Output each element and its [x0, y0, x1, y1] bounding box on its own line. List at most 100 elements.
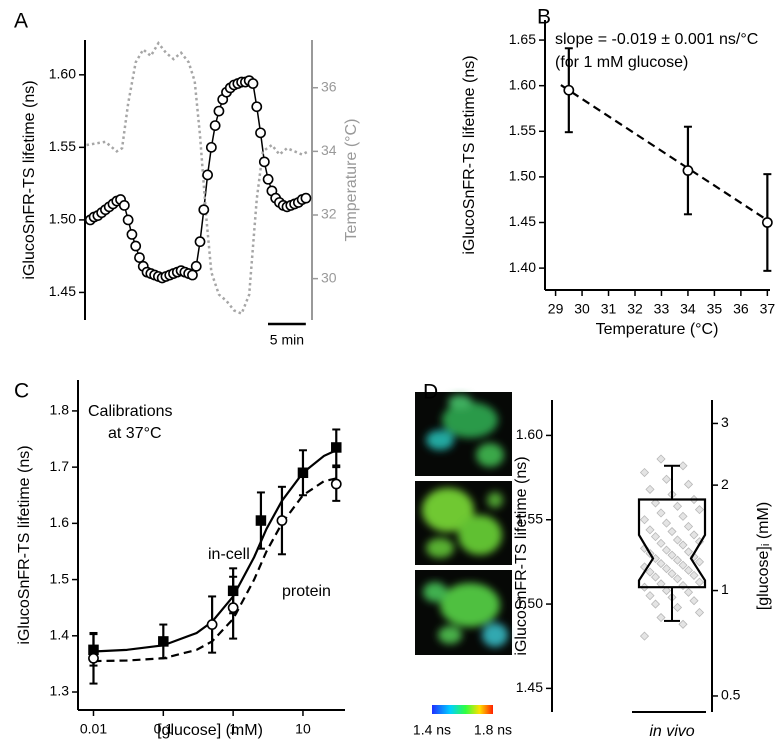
data-point: [678, 540, 688, 550]
x-tick-label: 29: [548, 301, 564, 317]
annotation: slope = -0.019 ± 0.001 ns/°C: [555, 31, 758, 48]
data-point: [689, 570, 699, 580]
data-point: [683, 521, 694, 532]
marker: [118, 199, 130, 211]
data-point: [645, 484, 655, 494]
y-tick-label: 1.65: [509, 31, 536, 47]
data-point: [694, 607, 705, 618]
y-tick-label: 1.60: [509, 76, 536, 92]
fit-line: [560, 84, 771, 223]
y2-tick-label: 2: [721, 476, 729, 492]
y-tick-label: 1.50: [49, 211, 76, 227]
data-point: [656, 612, 666, 623]
panel-label: C: [14, 380, 29, 403]
fit-line: [93, 477, 337, 663]
y-axis-label: iGlucoSnFR-TS lifetime (ns): [21, 80, 38, 279]
marker: [255, 515, 267, 526]
y-tick-label: 1.60: [49, 66, 76, 82]
x-tick-label: 34: [680, 301, 696, 317]
marker: [122, 214, 134, 226]
x-tick-label: 10: [295, 721, 311, 737]
data-point: [661, 564, 672, 574]
x-axis-label: Temperature (°C): [596, 321, 719, 338]
data-point: [661, 586, 672, 596]
y2-tick-label: 0.5: [721, 687, 741, 703]
marker: [88, 652, 99, 664]
y-tick-label: 1.8: [50, 402, 70, 418]
data-point: [661, 518, 672, 528]
y2-axis-label: Temperature (°C): [343, 119, 360, 242]
marker: [761, 217, 773, 228]
data-point: [656, 538, 666, 548]
data-point: [683, 587, 694, 597]
marker: [330, 478, 342, 490]
data-point: [656, 454, 666, 464]
series-line: [89, 79, 307, 279]
data-point: [650, 532, 661, 542]
data-point: [645, 591, 655, 601]
data-point: [694, 577, 705, 587]
data-point: [678, 619, 688, 629]
data-point: [694, 557, 705, 567]
x-tick-label: 32: [627, 301, 643, 317]
marker: [206, 619, 218, 630]
annotation: in-cell: [208, 546, 250, 563]
marker: [682, 165, 694, 176]
y2-tick-label: 34: [321, 142, 337, 158]
data-point: [678, 560, 688, 570]
colorbar: [432, 705, 493, 714]
marker: [300, 192, 312, 204]
annotation: (for 1 mM glucose): [555, 54, 688, 71]
micrographs: [415, 392, 512, 655]
y-axis-label: iGlucoSnFR-TS lifetime (ns): [461, 55, 478, 254]
x-tick-label: 31: [601, 301, 617, 317]
panel-label: D: [423, 381, 438, 404]
data-point: [667, 569, 677, 579]
cells: [422, 488, 503, 558]
annotation: Calibrations: [88, 403, 172, 420]
data-point: [689, 530, 699, 540]
marker: [276, 515, 288, 526]
marker: [187, 269, 198, 281]
y2-tick-label: 30: [321, 269, 337, 285]
y2-axis-label: [glucose]ᵢ (mM): [755, 502, 772, 610]
data-point: [650, 498, 661, 508]
marker: [227, 602, 239, 614]
cells: [423, 582, 508, 647]
panel-label: A: [14, 10, 28, 33]
x-tick-label: 0.1: [154, 721, 174, 737]
y-tick-label: 1.50: [509, 168, 536, 184]
colorbar-label: 1.8 ns: [474, 722, 512, 738]
data-point: [672, 555, 683, 565]
marker: [130, 240, 142, 252]
x-tick-label: 37: [760, 301, 776, 317]
data-point: [650, 572, 661, 582]
data-point: [661, 545, 672, 555]
marker: [213, 105, 225, 117]
marker: [209, 120, 221, 131]
data-point: [650, 599, 661, 609]
marker: [563, 84, 575, 96]
marker: [190, 260, 202, 272]
y-tick-label: 1.7: [50, 458, 70, 474]
y-tick-label: 1.40: [509, 259, 536, 275]
data-point: [645, 567, 655, 577]
marker: [331, 442, 342, 453]
data-point: [694, 505, 705, 515]
marker: [247, 78, 259, 89]
marker: [134, 252, 145, 264]
y-tick-label: 1.5: [50, 570, 70, 586]
y2-tick-label: 1: [721, 581, 729, 597]
y-tick-label: 1.55: [516, 510, 543, 526]
data-point: [672, 535, 683, 545]
y2-tick-label: 3: [721, 414, 729, 430]
y-tick-label: 1.45: [516, 679, 543, 695]
data-point: [678, 511, 688, 521]
marker: [297, 467, 309, 479]
data-point: [672, 574, 683, 584]
y-tick-label: 1.55: [509, 122, 536, 138]
y-tick-label: 1.45: [509, 213, 536, 229]
marker: [202, 169, 213, 181]
